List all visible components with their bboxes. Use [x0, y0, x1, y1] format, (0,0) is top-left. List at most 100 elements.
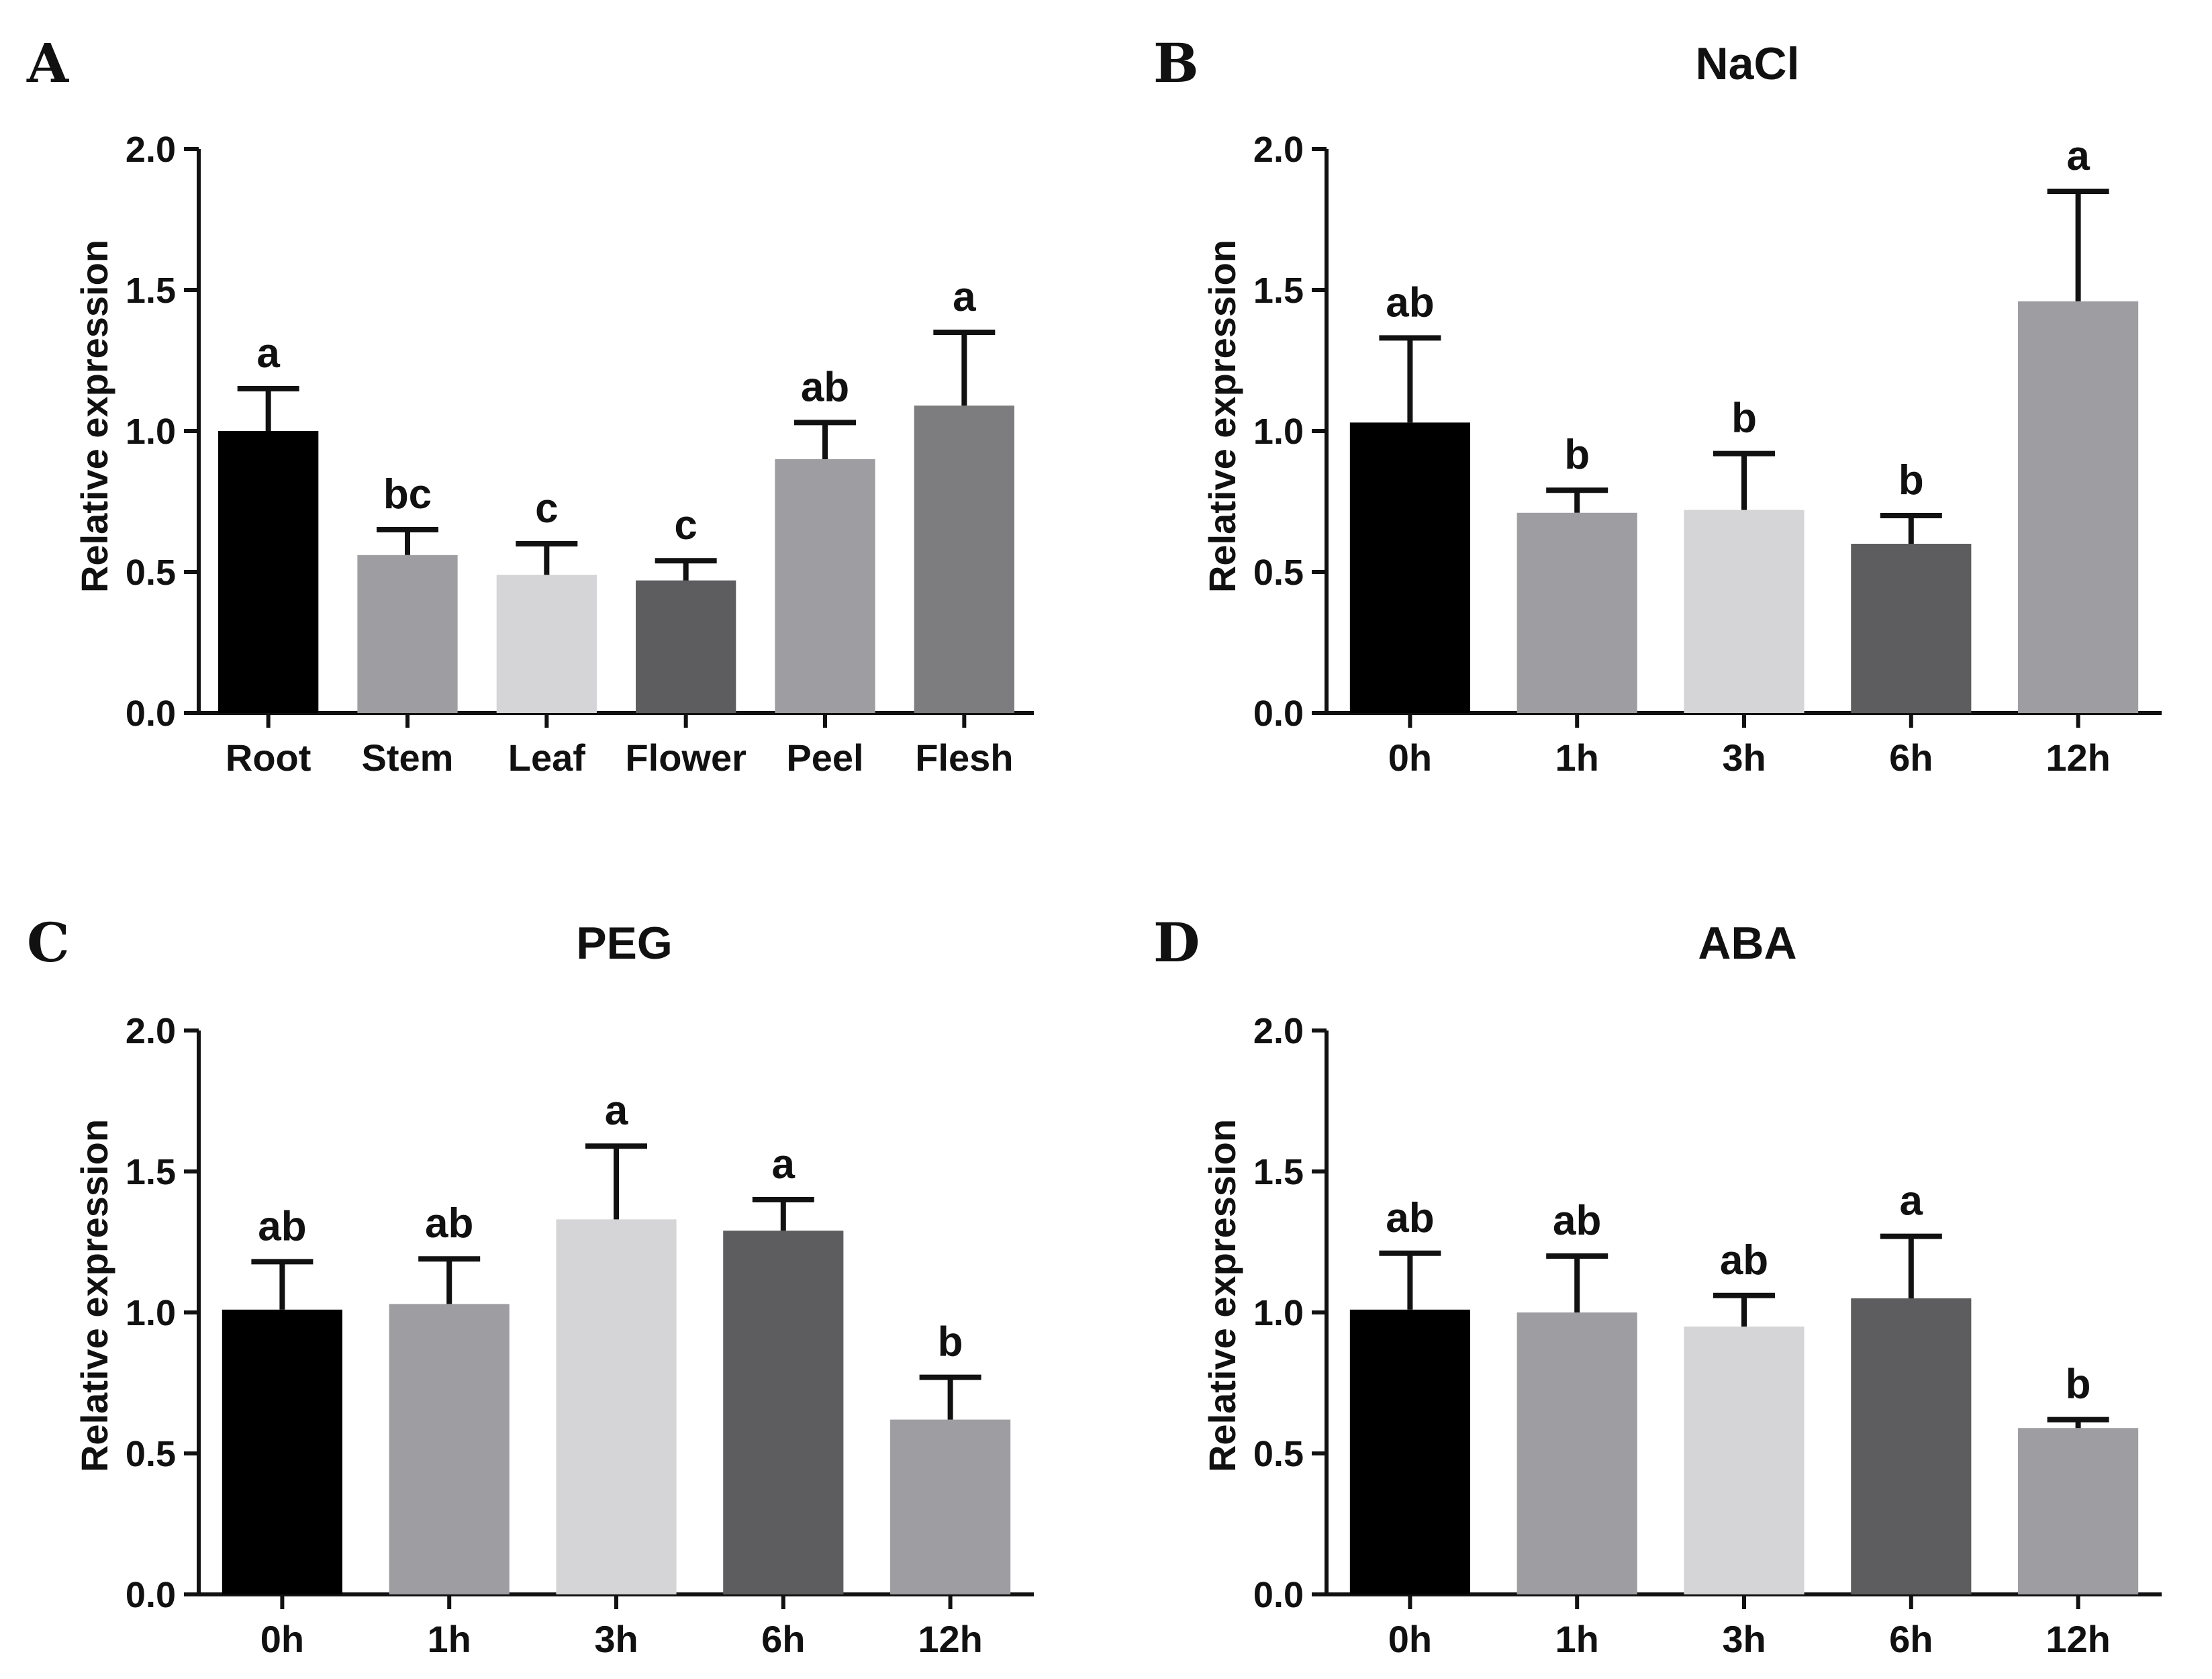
bar-b: [1517, 512, 1637, 713]
bar-b: [1684, 510, 1805, 713]
significance-label-a: bc: [383, 471, 432, 518]
panel-title-c: PEG: [576, 918, 673, 969]
significance-label-b: b: [1898, 457, 1924, 503]
bar-c: [890, 1419, 1011, 1594]
category-label-d: 1h: [1555, 1618, 1599, 1660]
y-tick-label-d: 0.0: [1253, 1575, 1304, 1615]
y-tick-label-b: 1.5: [1253, 271, 1304, 311]
panel-letter-b: B: [1153, 32, 1199, 95]
category-label-a: Leaf: [508, 736, 585, 779]
y-tick-label-c: 1.5: [126, 1152, 176, 1192]
significance-label-d: ab: [1386, 1195, 1434, 1241]
significance-label-c: b: [938, 1319, 963, 1365]
category-label-b: 1h: [1555, 736, 1599, 779]
bar-a: [775, 459, 875, 713]
y-tick-label-c: 2.0: [126, 1011, 176, 1051]
y-tick-label-b: 0.0: [1253, 693, 1304, 734]
y-axis-label-c: Relative expression: [73, 1119, 115, 1472]
panel-d: D ABA Relative expression 0.0 0.5 1.0 1.5 2.…: [1153, 911, 2162, 1660]
category-label-c: 0h: [260, 1618, 304, 1660]
bar-a: [218, 431, 319, 713]
category-label-c: 12h: [918, 1618, 983, 1660]
panel-title-d: ABA: [1698, 918, 1796, 969]
significance-label-b: b: [1564, 432, 1590, 478]
significance-label-b: a: [2066, 133, 2090, 179]
bar-b: [1349, 422, 1470, 713]
bar-a: [914, 405, 1014, 713]
y-tick-label-a: 1.0: [126, 412, 176, 452]
significance-label-c: a: [772, 1141, 796, 1188]
category-label-c: 1h: [428, 1618, 471, 1660]
significance-label-a: a: [256, 330, 280, 377]
significance-label-a: c: [674, 502, 697, 548]
y-axis-label-a: Relative expression: [73, 240, 115, 593]
bar-d: [1517, 1312, 1637, 1594]
bar-d: [2018, 1428, 2139, 1594]
y-tick-label-d: 1.0: [1253, 1293, 1304, 1333]
significance-label-d: ab: [1720, 1237, 1768, 1284]
y-tick-label-a: 1.5: [126, 271, 176, 311]
category-label-b: 12h: [2046, 736, 2111, 779]
bar-c: [723, 1231, 844, 1594]
bar-c: [389, 1304, 510, 1594]
panel-title-b: NaCl: [1696, 38, 1800, 89]
y-tick-label-d: 2.0: [1253, 1011, 1304, 1051]
y-tick-label-a: 0.5: [126, 553, 176, 593]
significance-label-c: ab: [258, 1203, 306, 1249]
panel-letter-a: A: [26, 32, 69, 95]
significance-label-c: ab: [425, 1200, 473, 1247]
panel-a: A Relative expression 0.0 0.5 1.0 1.5 2.0 Roo…: [26, 32, 1034, 779]
significance-label-a: ab: [801, 364, 849, 410]
plot-b: 0.0 0.5 1.0 1.5 2.0 0h ab 1h b 3h b 6h b 12h a: [1253, 130, 2162, 779]
y-tick-label-c: 0.0: [126, 1575, 176, 1615]
category-label-d: 3h: [1722, 1618, 1766, 1660]
category-label-a: Stem: [362, 736, 454, 779]
category-label-c: 3h: [594, 1618, 638, 1660]
bar-b: [2018, 301, 2139, 713]
significance-label-b: ab: [1386, 279, 1434, 326]
significance-label-d: b: [2066, 1361, 2091, 1408]
y-tick-label-a: 2.0: [126, 130, 176, 170]
y-tick-label-d: 1.5: [1253, 1152, 1304, 1192]
y-tick-label-d: 0.5: [1253, 1434, 1304, 1474]
y-axis-label-d: Relative expression: [1201, 1119, 1243, 1472]
bar-d: [1349, 1309, 1470, 1594]
y-tick-label-b: 2.0: [1253, 130, 1304, 170]
bar-d: [1851, 1298, 1972, 1594]
category-label-d: 6h: [1889, 1618, 1933, 1660]
bar-a: [636, 580, 736, 713]
y-tick-label-c: 0.5: [126, 1434, 176, 1474]
category-label-c: 6h: [761, 1618, 805, 1660]
significance-label-d: ab: [1553, 1198, 1601, 1244]
category-label-b: 0h: [1388, 736, 1432, 779]
category-label-b: 3h: [1722, 736, 1766, 779]
category-label-b: 6h: [1889, 736, 1933, 779]
significance-label-d: a: [1900, 1178, 1923, 1225]
significance-label-a: a: [953, 274, 976, 320]
y-axis-label-b: Relative expression: [1201, 240, 1243, 593]
bar-d: [1684, 1327, 1805, 1594]
bar-c: [222, 1309, 342, 1594]
y-tick-label-b: 0.5: [1253, 553, 1304, 593]
bar-b: [1851, 544, 1972, 713]
plot-c: 0.0 0.5 1.0 1.5 2.0 0h ab 1h ab 3h a 6h a 12h b: [126, 1011, 1034, 1660]
bar-c: [556, 1219, 677, 1594]
significance-label-c: a: [605, 1088, 628, 1134]
bar-a: [357, 555, 458, 713]
category-label-a: Flower: [625, 736, 746, 779]
panel-b: B NaCl Relative expression 0.0 0.5 1.0 1.5 2…: [1153, 32, 2162, 779]
bar-a: [496, 575, 597, 713]
category-label-d: 12h: [2046, 1618, 2111, 1660]
y-tick-label-b: 1.0: [1253, 412, 1304, 452]
significance-label-b: b: [1731, 395, 1757, 442]
category-label-a: Root: [226, 736, 311, 779]
category-label-a: Peel: [786, 736, 863, 779]
y-tick-label-a: 0.0: [126, 693, 176, 734]
panel-c: C PEG Relative expression 0.0 0.5 1.0 1.5 2.…: [27, 911, 1034, 1660]
significance-label-a: c: [535, 485, 558, 532]
plot-d: 0.0 0.5 1.0 1.5 2.0 0h ab 1h ab 3h ab 6h a 12h b: [1253, 1011, 2162, 1660]
category-label-d: 0h: [1388, 1618, 1432, 1660]
panel-letter-c: C: [27, 911, 70, 974]
category-label-a: Flesh: [915, 736, 1013, 779]
